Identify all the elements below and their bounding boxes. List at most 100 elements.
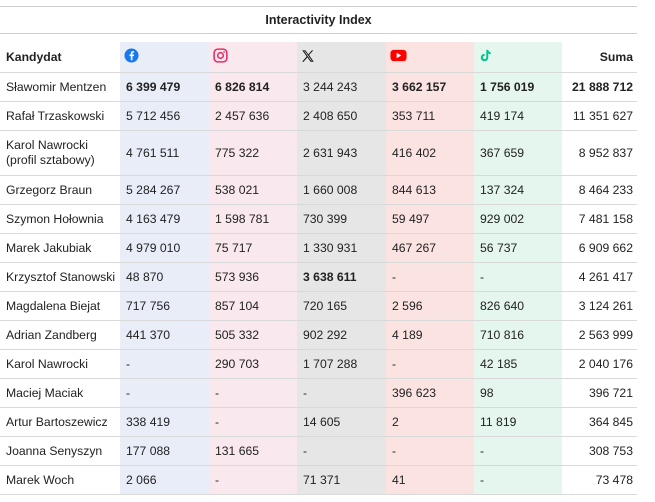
table-row: Karol Nawrocki (profil sztabowy) 4 761 51… bbox=[0, 130, 637, 176]
cell-x: 1 707 288 bbox=[297, 349, 386, 379]
header-instagram bbox=[209, 42, 297, 73]
cell-fb: 717 756 bbox=[120, 291, 209, 321]
cell-x: 71 371 bbox=[297, 465, 386, 495]
cell-tt: - bbox=[474, 436, 562, 466]
cell-fb: 6 399 479 bbox=[120, 72, 209, 102]
cell-sum: 73 478 bbox=[562, 465, 637, 495]
cell-yt: 416 402 bbox=[386, 130, 474, 176]
cell-yt: - bbox=[386, 349, 474, 379]
cell-sum: 11 351 627 bbox=[562, 101, 637, 131]
cell-ig: 1 598 781 bbox=[209, 204, 297, 234]
cell-fb: 4 979 010 bbox=[120, 233, 209, 263]
cell-x: 2 408 650 bbox=[297, 101, 386, 131]
cell-sum: 6 909 662 bbox=[562, 233, 637, 263]
header-youtube bbox=[386, 42, 474, 73]
cell-yt: 467 267 bbox=[386, 233, 474, 263]
cell-yt: 3 662 157 bbox=[386, 72, 474, 102]
cell-tt: 419 174 bbox=[474, 101, 562, 131]
cell-ig: 857 104 bbox=[209, 291, 297, 321]
cell-tt: 11 819 bbox=[474, 407, 562, 437]
header-sum: Suma bbox=[562, 42, 637, 73]
table-row: Krzysztof Stanowski 48 870 573 936 3 638 61… bbox=[0, 262, 637, 292]
table-row: Szymon Hołownia 4 163 479 1 598 781 730 399… bbox=[0, 204, 637, 234]
cell-yt: 41 bbox=[386, 465, 474, 495]
cell-tt: 826 640 bbox=[474, 291, 562, 321]
cell-yt: - bbox=[386, 262, 474, 292]
cell-x: 1 330 931 bbox=[297, 233, 386, 263]
candidate-name: Grzegorz Braun bbox=[0, 175, 120, 205]
table-row: Maciej Maciak - - -396 623 98 396 721 bbox=[0, 378, 637, 408]
cell-x: 14 605 bbox=[297, 407, 386, 437]
cell-x: 2 631 943 bbox=[297, 130, 386, 176]
cell-yt: 396 623 bbox=[386, 378, 474, 408]
cell-sum: 4 261 417 bbox=[562, 262, 637, 292]
table-row: Artur Bartoszewicz 338 419-14 605 2 11 819 3… bbox=[0, 407, 637, 437]
cell-ig: - bbox=[209, 465, 297, 495]
cell-tt: 367 659 bbox=[474, 130, 562, 176]
cell-x: 730 399 bbox=[297, 204, 386, 234]
cell-x: 902 292 bbox=[297, 320, 386, 350]
header-tiktok bbox=[474, 42, 562, 73]
tiktok-icon bbox=[478, 48, 492, 66]
x-icon bbox=[301, 49, 315, 66]
cell-sum: 21 888 712 bbox=[562, 72, 637, 102]
table-row: Grzegorz Braun 5 284 267 538 021 1 660 008 8… bbox=[0, 175, 637, 205]
cell-sum: 308 753 bbox=[562, 436, 637, 466]
cell-fb: - bbox=[120, 378, 209, 408]
cell-ig: - bbox=[209, 407, 297, 437]
cell-tt: - bbox=[474, 262, 562, 292]
table-row: Joanna Senyszyn 177 088 131 665- - -308 753 bbox=[0, 436, 637, 466]
cell-tt: - bbox=[474, 465, 562, 495]
cell-fb: - bbox=[120, 349, 209, 379]
cell-yt: 2 596 bbox=[386, 291, 474, 321]
cell-fb: 338 419 bbox=[120, 407, 209, 437]
cell-sum: 8 952 837 bbox=[562, 130, 637, 176]
cell-x: 3 638 611 bbox=[297, 262, 386, 292]
cell-x: 720 165 bbox=[297, 291, 386, 321]
cell-x: 1 660 008 bbox=[297, 175, 386, 205]
cell-x: - bbox=[297, 378, 386, 408]
candidate-name: Maciej Maciak bbox=[0, 378, 120, 408]
candidate-name: Szymon Hołownia bbox=[0, 204, 120, 234]
cell-fb: 4 761 511 bbox=[120, 130, 209, 176]
cell-ig: 131 665 bbox=[209, 436, 297, 466]
cell-ig: 573 936 bbox=[209, 262, 297, 292]
table-row: Marek Jakubiak 4 979 010 75 717 1 330 931 46… bbox=[0, 233, 637, 263]
cell-yt: 844 613 bbox=[386, 175, 474, 205]
candidate-name: Sławomir Mentzen bbox=[0, 72, 120, 102]
cell-tt: 929 002 bbox=[474, 204, 562, 234]
cell-yt: 353 711 bbox=[386, 101, 474, 131]
header-x bbox=[297, 42, 386, 73]
cell-fb: 48 870 bbox=[120, 262, 209, 292]
cell-fb: 4 163 479 bbox=[120, 204, 209, 234]
cell-fb: 441 370 bbox=[120, 320, 209, 350]
table-row: Marek Woch 2 066-71 371 41-73 478 bbox=[0, 465, 637, 495]
cell-ig: 538 021 bbox=[209, 175, 297, 205]
cell-yt: 59 497 bbox=[386, 204, 474, 234]
cell-tt: 42 185 bbox=[474, 349, 562, 379]
candidate-name: Karol Nawrocki bbox=[0, 349, 120, 379]
cell-tt: 1 756 019 bbox=[474, 72, 562, 102]
youtube-icon bbox=[390, 49, 407, 65]
cell-sum: 364 845 bbox=[562, 407, 637, 437]
table-row: Karol Nawrocki -290 703 1 707 288-42 185 2 … bbox=[0, 349, 637, 379]
cell-tt: 137 324 bbox=[474, 175, 562, 205]
cell-x: 3 244 243 bbox=[297, 72, 386, 102]
header-candidate: Kandydat bbox=[0, 42, 120, 73]
candidate-name: Krzysztof Stanowski bbox=[0, 262, 120, 292]
cell-ig: 290 703 bbox=[209, 349, 297, 379]
candidate-name: Marek Woch bbox=[0, 465, 120, 495]
table-row: Adrian Zandberg 441 370 505 332 902 292 4 18… bbox=[0, 320, 637, 350]
cell-tt: 56 737 bbox=[474, 233, 562, 263]
table-title: Interactivity Index bbox=[0, 6, 637, 34]
facebook-icon bbox=[124, 48, 139, 66]
cell-tt: 710 816 bbox=[474, 320, 562, 350]
cell-yt: 2 bbox=[386, 407, 474, 437]
table-row: Sławomir Mentzen 6 399 479 6 826 814 3 244 … bbox=[0, 72, 637, 102]
cell-ig: - bbox=[209, 378, 297, 408]
cell-x: - bbox=[297, 436, 386, 466]
candidate-name: Magdalena Biejat bbox=[0, 291, 120, 321]
cell-sum: 7 481 158 bbox=[562, 204, 637, 234]
candidate-name: Joanna Senyszyn bbox=[0, 436, 120, 466]
